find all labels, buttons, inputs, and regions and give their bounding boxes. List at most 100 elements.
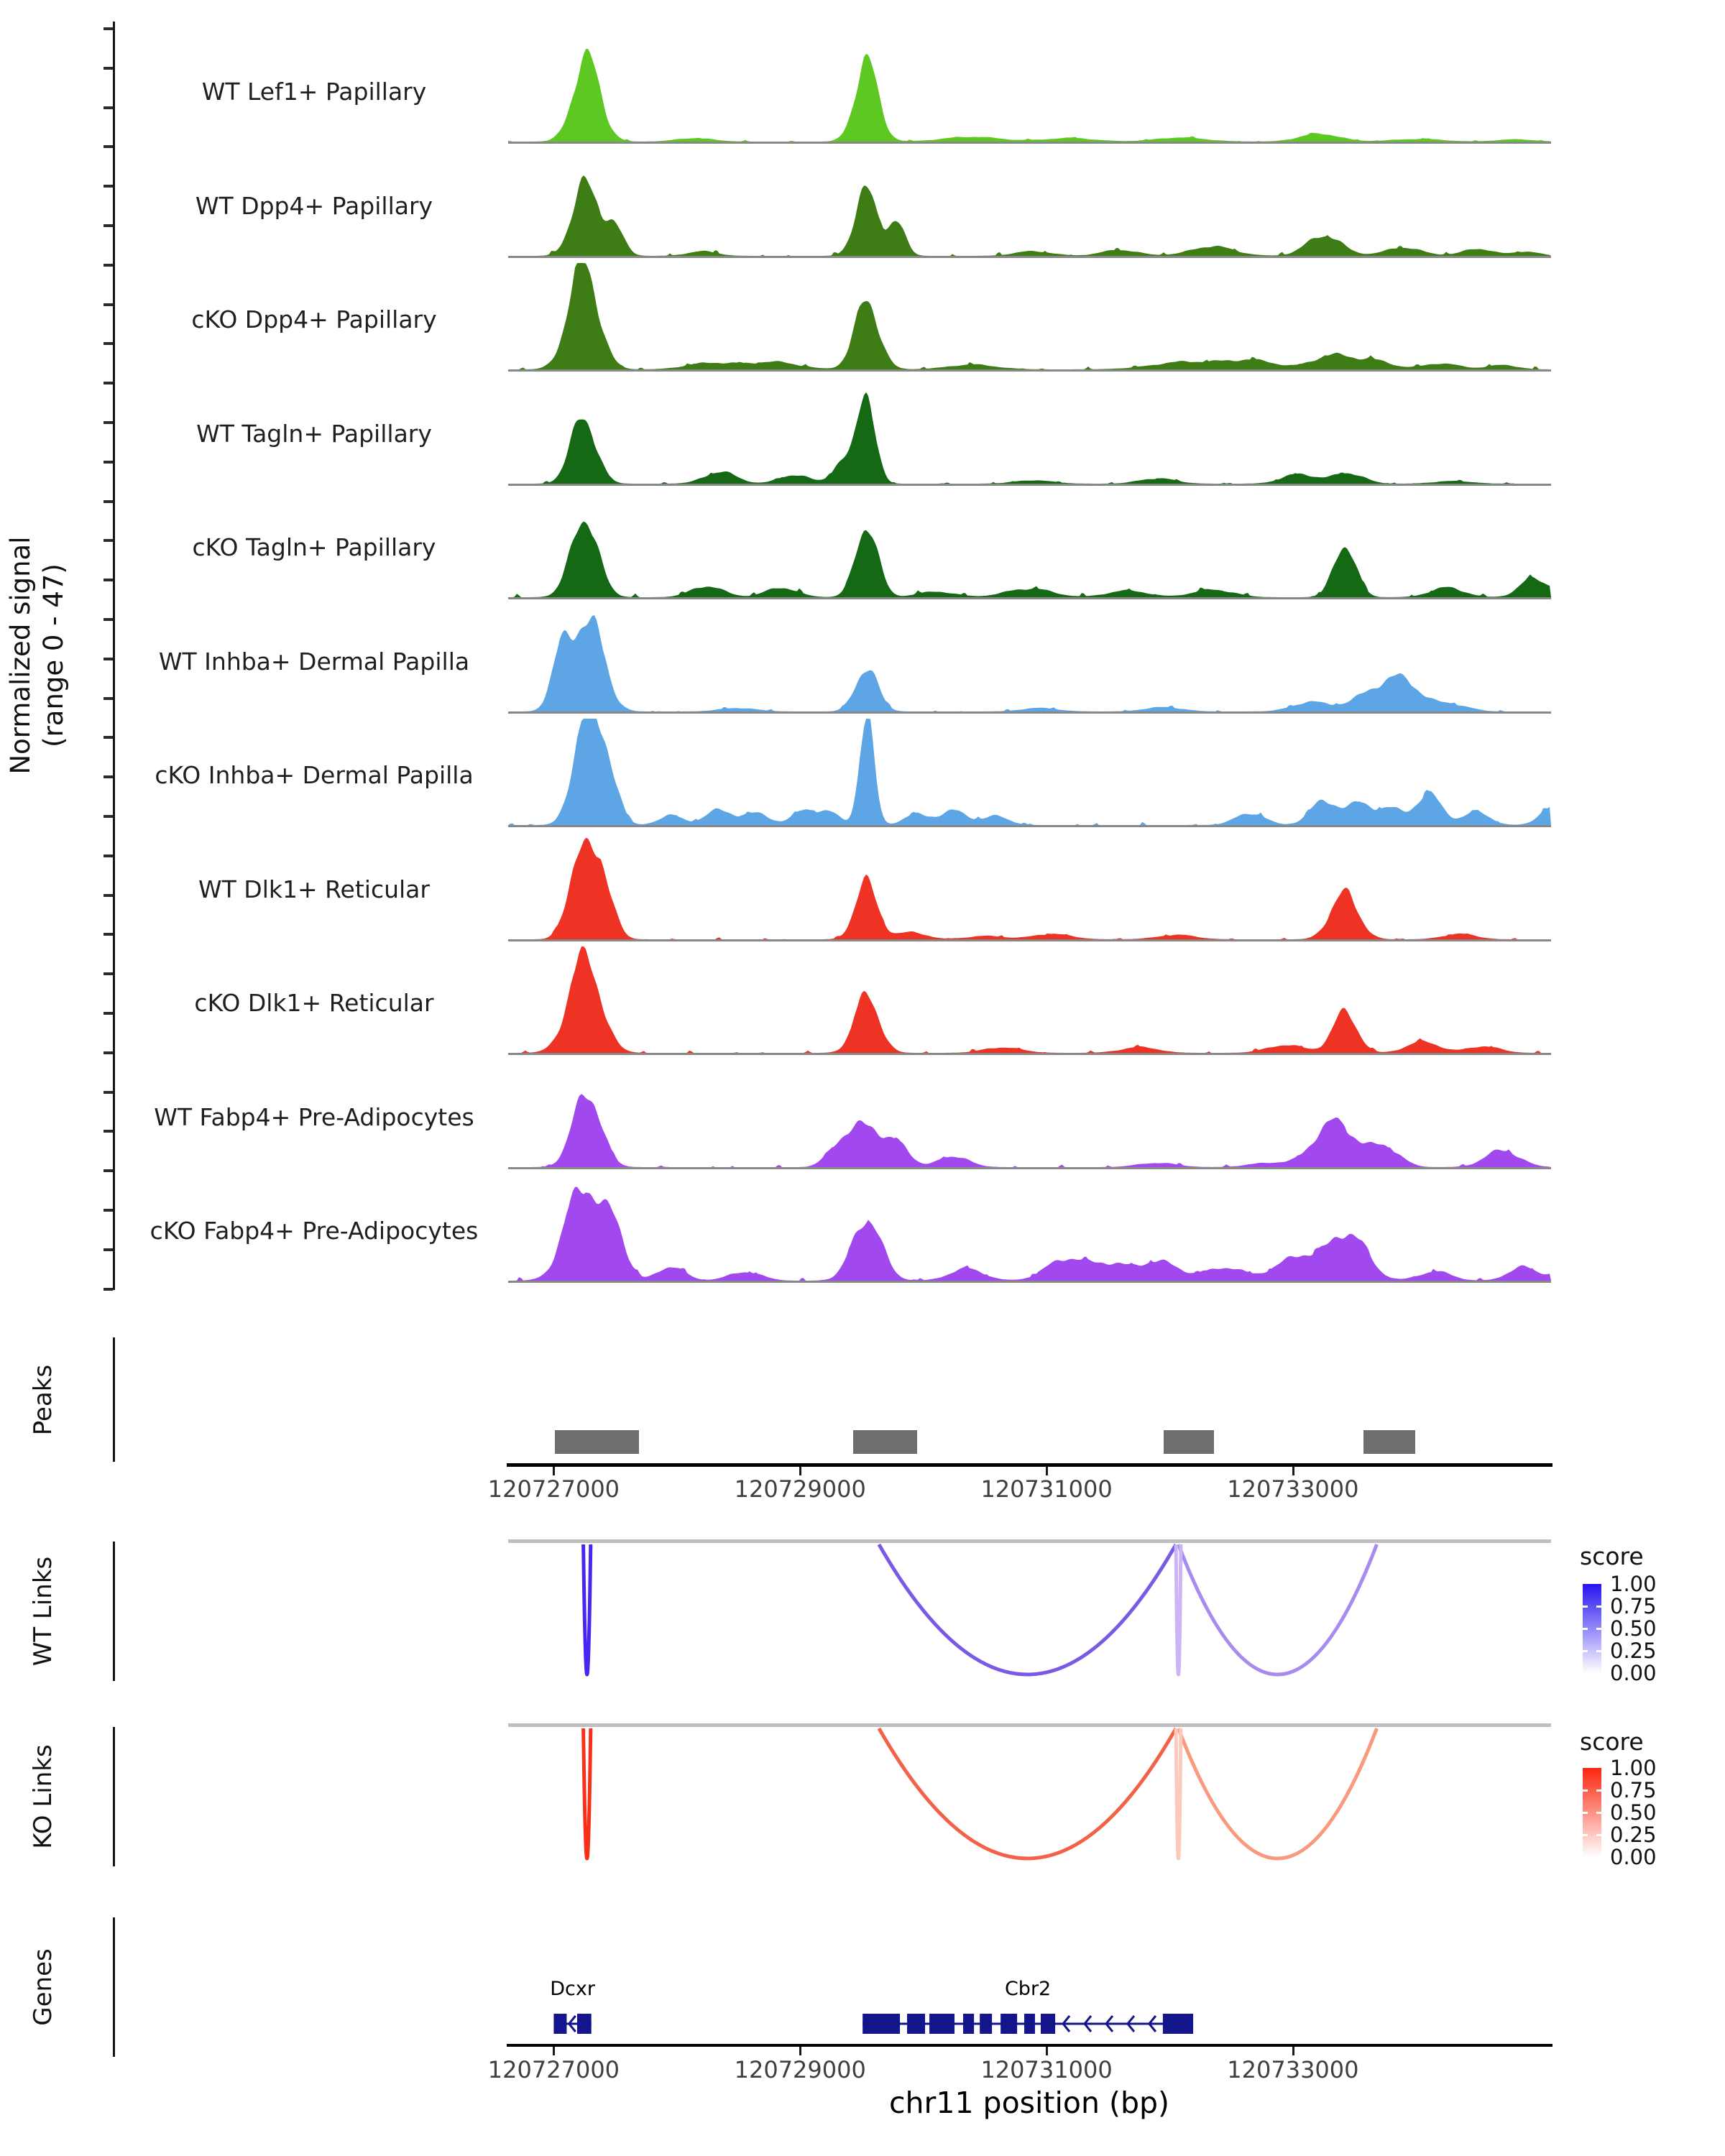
- coverage-track-4: [508, 521, 1551, 599]
- track-baseline-6: [508, 825, 1551, 827]
- bottom-axis-ticks-tick-3: [1292, 2047, 1294, 2055]
- y-axis-label-line1: Normalized signal: [5, 536, 36, 775]
- y-axis-label-line2: (range 0 - 47): [38, 563, 69, 747]
- coverage-signal-10: [508, 1187, 1551, 1281]
- y-axis-tickmark-5: [104, 224, 113, 227]
- ko-legend-labels-4: 0.00: [1610, 1845, 1657, 1869]
- track-baseline-8: [508, 1053, 1551, 1055]
- peak-interval-0: [555, 1430, 639, 1454]
- coverage-signal-0: [508, 48, 1551, 142]
- wt-links-section-label: WT Links: [29, 1556, 58, 1667]
- track-label-4: cKO Tagln+ Papillary: [192, 533, 436, 561]
- coverage-track-6: [508, 719, 1551, 827]
- peak-interval-1: [852, 1430, 918, 1454]
- y-axis-tickmark-16: [104, 657, 113, 660]
- peaks-section-line: [113, 1337, 115, 1462]
- peaks-axis-ticks-label-0: 120727000: [487, 1475, 620, 1503]
- track-label-10: cKO Fabp4+ Pre-Adipocytes: [150, 1217, 479, 1245]
- gene-strand-chevron-1-7-1: [1083, 2015, 1092, 2032]
- y-axis-tickmark-14: [104, 579, 113, 582]
- track-baseline-10: [508, 1281, 1551, 1283]
- peaks-axis-ticks-tick-1: [799, 1467, 802, 1475]
- wt-legend-labels-3: 0.25: [1610, 1639, 1657, 1663]
- y-axis-tickmark-32: [104, 1287, 113, 1291]
- y-axis-tickmark-24: [104, 972, 113, 976]
- y-axis-tickmark-4: [104, 185, 113, 188]
- y-axis-tickmark-18: [104, 736, 113, 740]
- coverage-track-2: [508, 263, 1551, 372]
- genes-section-line: [113, 1917, 115, 2057]
- track-baseline-2: [508, 369, 1551, 372]
- coverage-signal-5: [508, 614, 1551, 711]
- bottom-axis-ticks-tick-0: [553, 2047, 556, 2055]
- bottom-axis-ticks-label-3: 120733000: [1227, 2056, 1359, 2083]
- y-axis-tickmark-28: [104, 1130, 113, 1133]
- track-label-3: WT Tagln+ Papillary: [196, 419, 432, 448]
- gene-exon-1-5: [1000, 2014, 1018, 2034]
- ko-link-arc-0: [581, 1728, 593, 1861]
- gene-name-1: Cbr2: [1004, 1978, 1052, 2000]
- gene-exon-1-8: [1162, 2014, 1194, 2034]
- gene-exon-0-0: [553, 2014, 567, 2034]
- ko-legend-bar-notch-l0: [1583, 1789, 1588, 1792]
- peaks-axis-ticks-label-3: 120733000: [1227, 1475, 1359, 1503]
- bottom-axis-ticks-label-0: 120727000: [487, 2056, 620, 2083]
- gene-strand-chevron-1-7-0: [1062, 2015, 1071, 2032]
- ko-link-arc-1: [877, 1727, 1178, 1861]
- y-axis-tickmark-19: [104, 775, 113, 779]
- y-axis-tickmark-9: [104, 382, 113, 385]
- ko-legend-bar-notch-l2: [1583, 1834, 1588, 1836]
- y-axis-tickmark-21: [104, 854, 113, 857]
- ko-link-svg: [581, 1727, 1379, 1861]
- genes-svg: [553, 2014, 1194, 2034]
- gene-name-0: Dcxr: [550, 1978, 595, 2000]
- wt-links-baseline: [508, 1539, 1551, 1543]
- coverage-track-5: [508, 614, 1551, 714]
- track-baseline-0: [508, 142, 1551, 144]
- gene-exon-1-6: [1024, 2014, 1035, 2034]
- wt-link-arc-1: [877, 1543, 1178, 1677]
- y-axis-tickmark-2: [104, 106, 113, 109]
- y-axis-tickmark-8: [104, 342, 113, 346]
- wt-legend-bar-notch-r2: [1596, 1650, 1601, 1652]
- bottom-x-axis-line: [507, 2044, 1552, 2047]
- wt-legend-bar-notch-l0: [1583, 1606, 1588, 1608]
- wt-legend-bar-notch-r0: [1596, 1606, 1601, 1608]
- coverage-signal-4: [508, 521, 1551, 597]
- y-axis-tickmark-26: [104, 1051, 113, 1054]
- gene-exon-1-4: [980, 2014, 993, 2034]
- track-baseline-3: [508, 483, 1551, 486]
- coverage-track-0: [508, 48, 1551, 144]
- y-axis-tickmark-11: [104, 460, 113, 464]
- y-axis-tickmark-6: [104, 263, 113, 267]
- ko-links-legend-gradient: [1583, 1768, 1601, 1857]
- coverage-track-3: [508, 392, 1551, 486]
- peaks-axis-ticks-label-2: 120731000: [980, 1475, 1113, 1503]
- bottom-axis-ticks-label-1: 120729000: [734, 2056, 866, 2083]
- track-label-1: WT Dpp4+ Papillary: [195, 191, 433, 220]
- gene-body-0: [553, 2022, 592, 2025]
- gene-strand-chevron-1-7-4: [1147, 2015, 1157, 2032]
- ko-legend-labels-2: 0.50: [1610, 1800, 1657, 1825]
- y-axis-tickmark-20: [104, 815, 113, 818]
- coverage-track-10: [508, 1187, 1551, 1283]
- wt-link-arc-0: [581, 1544, 593, 1677]
- wt-links-legend-title: score: [1580, 1542, 1644, 1570]
- y-axis-tickmark-12: [104, 499, 113, 503]
- ko-legend-bar-notch-r2: [1596, 1834, 1601, 1836]
- peaks-section-label: Peaks: [29, 1364, 58, 1436]
- wt-legend-bar-notch-l2: [1583, 1650, 1588, 1652]
- ko-link-arc-3: [1177, 1728, 1379, 1861]
- ko-link-arc-2: [1174, 1728, 1183, 1861]
- wt-legend-labels-0: 1.00: [1610, 1572, 1657, 1596]
- track-baseline-7: [508, 939, 1551, 941]
- coverage-signal-1: [508, 175, 1551, 256]
- peaks-axis-ticks-label-1: 120729000: [734, 1475, 866, 1503]
- gene-exon-1-1: [907, 2014, 926, 2034]
- bottom-axis-ticks-tick-2: [1046, 2047, 1049, 2055]
- coverage-signal-7: [508, 837, 1551, 939]
- y-axis-tickmark-7: [104, 303, 113, 306]
- ko-links-baseline: [508, 1723, 1551, 1727]
- y-axis-tickmark-23: [104, 933, 113, 936]
